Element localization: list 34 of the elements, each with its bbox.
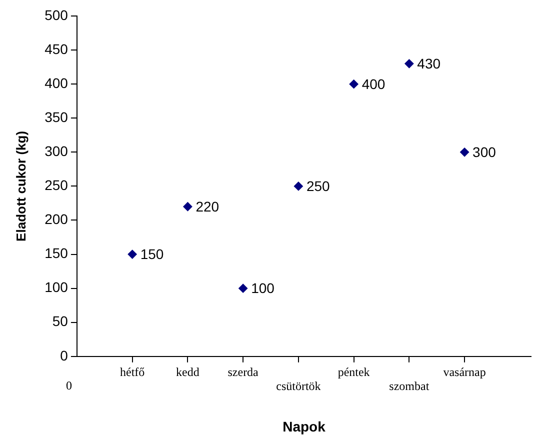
data-label: 400 [362, 76, 386, 92]
x-tick-label: csütörtök [276, 379, 321, 394]
point [183, 202, 192, 212]
data-label: 100 [251, 280, 275, 296]
x-tick-label: szerda [228, 364, 260, 379]
y-tick-label: 50 [52, 313, 68, 330]
point [460, 148, 470, 157]
y-axis-title: Eladott cukor (kg) [13, 130, 28, 242]
y-tick-label: 0 [60, 347, 68, 364]
x-tick-label: kedd [176, 364, 200, 379]
x-tick-label: szombat [389, 379, 430, 394]
y-tick-label: 500 [44, 6, 68, 23]
y-tick-label: 250 [44, 177, 68, 194]
data-label: 300 [472, 144, 496, 160]
data-label: 220 [196, 198, 220, 214]
x-tick-label: vasárnap [443, 364, 486, 379]
y-tick-label: 350 [44, 108, 68, 125]
x-tick-label: hétfő [120, 364, 145, 379]
point [128, 250, 137, 259]
data-label: 150 [140, 246, 164, 262]
y-tick-label: 150 [44, 245, 68, 262]
x-axis-title: Napok [282, 418, 326, 434]
y-tick-label: 200 [44, 211, 68, 228]
point [294, 182, 303, 191]
data-label: 430 [417, 56, 441, 72]
x-tick-label: péntek [338, 364, 370, 379]
data-label: 250 [306, 178, 330, 194]
point [349, 80, 358, 89]
y-tick-label: 100 [44, 279, 68, 296]
y-tick-label: 300 [44, 143, 68, 160]
point [238, 284, 248, 293]
y-tick-label: 400 [44, 74, 68, 91]
point [404, 59, 414, 68]
y-tick-label: 450 [44, 40, 68, 57]
